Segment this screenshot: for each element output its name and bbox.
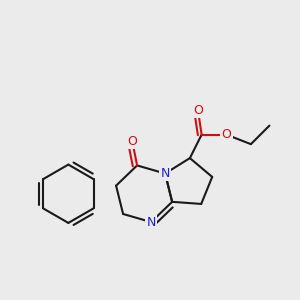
Text: O: O [221, 128, 231, 141]
Text: O: O [127, 135, 137, 148]
Text: N: N [146, 216, 156, 229]
Text: O: O [193, 103, 203, 117]
Text: N: N [160, 167, 170, 180]
